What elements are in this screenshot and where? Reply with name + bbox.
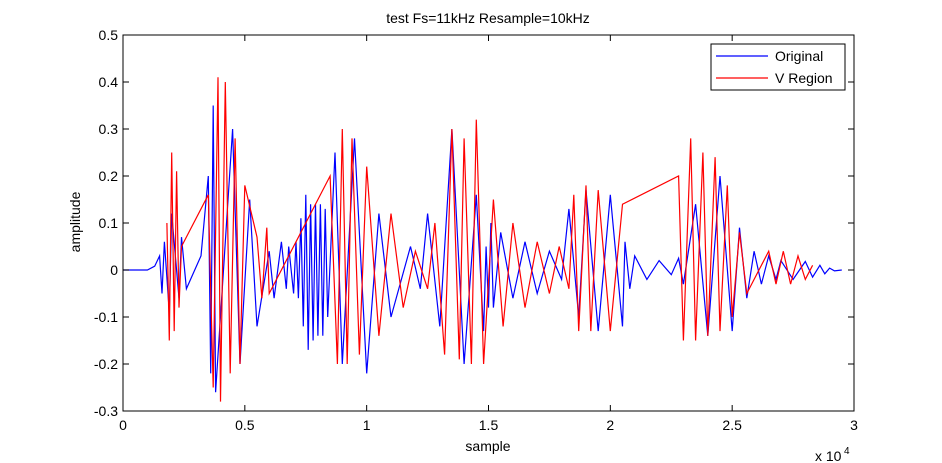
- y-tick-label: 0.1: [99, 215, 119, 231]
- y-tick-label: 0.3: [99, 121, 119, 137]
- x-exponent-power: 4: [844, 446, 850, 457]
- y-tick-label: 0.2: [99, 168, 119, 184]
- x-tick-label: 3: [850, 417, 858, 433]
- y-tick-label: -0.2: [94, 356, 118, 372]
- y-tick-label: 0: [110, 262, 118, 278]
- x-exponent-label: x 10: [815, 448, 842, 463]
- chart-title: test Fs=11kHz Resample=10kHz: [386, 10, 590, 26]
- x-tick-label: 1.5: [479, 417, 499, 433]
- legend: Original V Region: [710, 43, 846, 91]
- x-tick-label: 2: [606, 417, 614, 433]
- x-axis-label: sample: [465, 438, 510, 454]
- series-layer: [123, 77, 842, 402]
- y-tick-label: 0.4: [99, 74, 119, 90]
- legend-box: [710, 43, 846, 91]
- legend-entry-v-region: V Region: [775, 70, 833, 86]
- legend-entry-original: Original: [775, 48, 823, 64]
- x-tick-label: 1: [363, 417, 371, 433]
- series-line-v-region: [166, 77, 814, 402]
- x-axis: 0 0.5 1 1.5 2 2.5 3: [119, 35, 858, 433]
- x-tick-label: 0.5: [235, 417, 255, 433]
- x-tick-label: 2.5: [722, 417, 742, 433]
- x-tick-label: 0: [119, 417, 127, 433]
- y-tick-label: -0.3: [94, 403, 118, 419]
- series-line-original: [123, 105, 842, 393]
- y-tick-label: 0.5: [99, 27, 119, 43]
- y-tick-label: -0.1: [94, 309, 118, 325]
- y-axis: -0.3 -0.2 -0.1 0 0.1 0.2 0.3 0.4 0.5: [94, 27, 854, 419]
- y-axis-label: amplitude: [67, 191, 83, 252]
